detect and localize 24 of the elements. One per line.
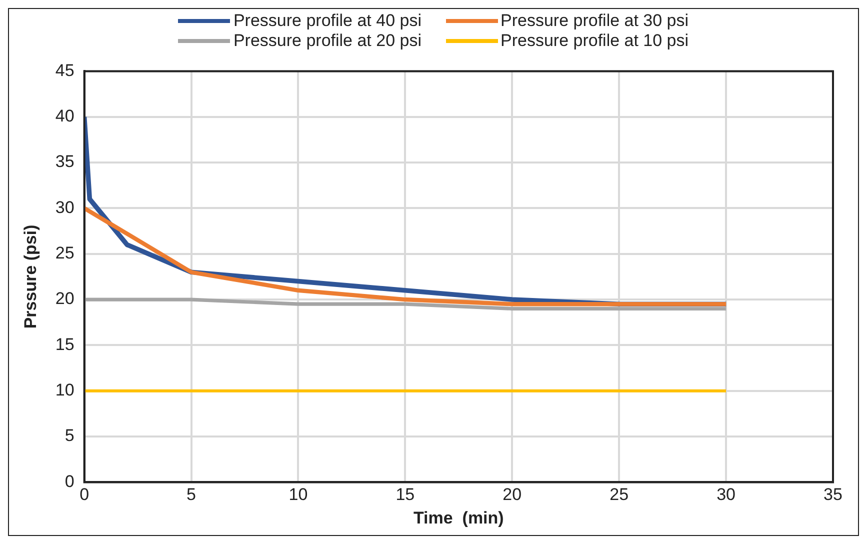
y-tick-label: 20 [55,289,74,308]
legend-label: Pressure profile at 10 psi [500,31,689,51]
y-tick-label: 30 [55,198,74,217]
y-tick-label: 35 [55,152,74,172]
y-tick-label: 10 [55,380,74,400]
legend-label: Pressure profile at 20 psi [233,31,422,51]
x-tick-label: 0 [80,485,90,504]
x-tick-label: 15 [396,485,415,504]
x-tick-label: 25 [610,485,629,504]
x-tick-label: 35 [824,485,842,504]
legend-label: Pressure profile at 30 psi [500,11,689,31]
y-tick-label: 15 [55,334,74,354]
x-tick-label: 30 [716,485,736,504]
y-tick-label: 5 [64,426,74,446]
y-tick-label: 25 [55,244,74,263]
y-axis-title: Prssure (psi) [20,224,40,329]
x-tick-label: 20 [502,485,522,504]
y-tick-label: 40 [55,106,74,126]
y-tick-label: 45 [55,60,74,80]
x-axis-title: Time (min) [413,508,504,528]
x-tick-label: 5 [186,485,196,504]
x-tick-label: 10 [288,485,308,504]
legend-label: Pressure profile at 40 psi [233,11,422,31]
y-tick-label: 0 [64,472,74,491]
